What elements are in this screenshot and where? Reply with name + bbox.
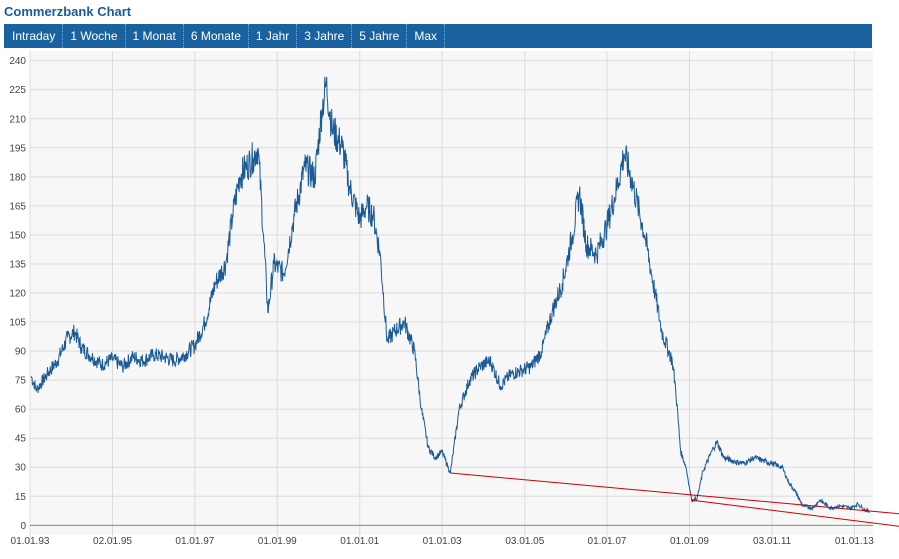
tab-5-jahre[interactable]: 5 Jahre — [352, 24, 408, 48]
y-tick-label: 45 — [15, 434, 27, 445]
y-tick-label: 180 — [9, 172, 26, 183]
x-tick-label: 01.01.01 — [340, 536, 379, 547]
y-tick-label: 210 — [9, 114, 26, 125]
trend-line — [691, 499, 899, 527]
y-tick-label: 135 — [9, 259, 26, 270]
tab-3-jahre[interactable]: 3 Jahre — [297, 24, 353, 48]
x-tick-label: 01.01.97 — [175, 536, 214, 547]
price-chart: 0 15 30 45 60 75 90 105 120 135 150 165 180 195 210 225… — [9, 51, 899, 547]
y-tick-label: 150 — [9, 230, 26, 241]
x-tick-label: 03.01.05 — [505, 536, 544, 547]
x-tick-label: 01.01.99 — [258, 536, 297, 547]
trend-line — [450, 472, 899, 515]
y-tick-label: 15 — [15, 492, 27, 503]
y-tick-label: 90 — [15, 347, 27, 358]
x-tick-label: 02.01.95 — [93, 536, 132, 547]
y-tick-label: 240 — [9, 56, 26, 67]
x-tick-label: 01.01.09 — [670, 536, 709, 547]
tab-1-monat[interactable]: 1 Monat — [126, 24, 184, 48]
y-tick-label: 165 — [9, 201, 26, 212]
y-tick-label: 225 — [9, 85, 26, 96]
y-tick-label: 105 — [9, 318, 26, 329]
x-tick-label: 01.01.03 — [423, 536, 462, 547]
y-tick-label: 120 — [9, 289, 26, 300]
x-tick-label: 01.01.93 — [11, 536, 50, 547]
tab-6-monate[interactable]: 6 Monate — [184, 24, 249, 48]
tab-1-woche[interactable]: 1 Woche — [63, 24, 126, 48]
x-tick-label: 01.01.13 — [835, 536, 874, 547]
x-tick-label: 03.01.11 — [753, 536, 792, 547]
y-tick-label: 195 — [9, 143, 26, 154]
y-tick-label: 75 — [15, 376, 27, 387]
page-title: Commerzbank Chart — [4, 4, 132, 19]
tab-intraday[interactable]: Intraday — [4, 24, 64, 48]
range-tab-bar: Intraday 1 Woche 1 Monat 6 Monate 1 Jahr… — [4, 24, 872, 48]
y-tick-label: 0 — [20, 521, 26, 532]
y-tick-label: 60 — [15, 405, 27, 416]
tab-1-jahr[interactable]: 1 Jahr — [249, 24, 298, 48]
x-tick-label: 01.01.07 — [588, 536, 627, 547]
y-tick-label: 30 — [15, 463, 27, 474]
tab-max[interactable]: Max — [407, 24, 445, 48]
